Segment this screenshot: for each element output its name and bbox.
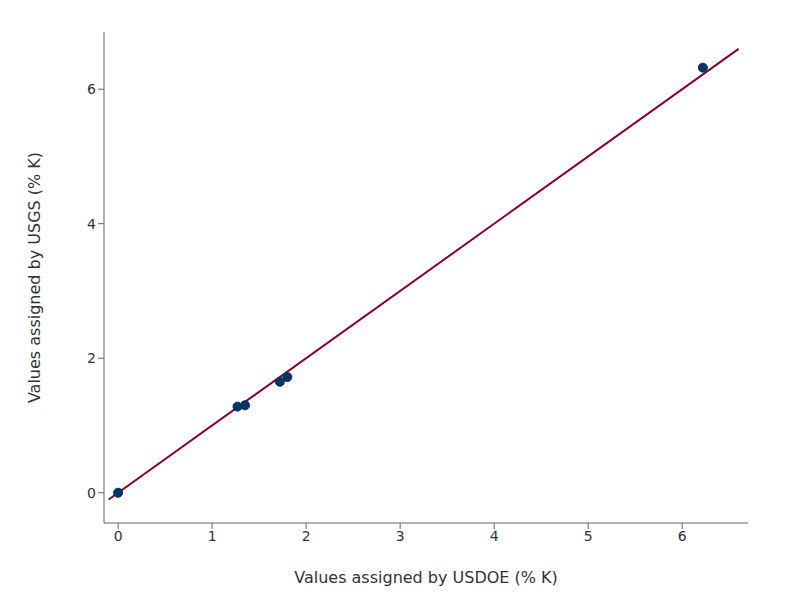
svg-text:Values assigned by USDOE (% K): Values assigned by USDOE (% K) — [294, 568, 558, 587]
svg-text:4: 4 — [87, 216, 96, 232]
svg-text:6: 6 — [678, 528, 687, 544]
svg-text:Values assigned by USGS (% K): Values assigned by USGS (% K) — [25, 152, 44, 403]
svg-text:1: 1 — [208, 528, 217, 544]
svg-text:0: 0 — [87, 485, 96, 501]
svg-text:3: 3 — [396, 528, 405, 544]
svg-text:2: 2 — [302, 528, 311, 544]
svg-text:4: 4 — [490, 528, 499, 544]
svg-text:5: 5 — [584, 528, 593, 544]
svg-text:2: 2 — [87, 350, 96, 366]
svg-text:6: 6 — [87, 81, 96, 97]
svg-text:0: 0 — [114, 528, 123, 544]
